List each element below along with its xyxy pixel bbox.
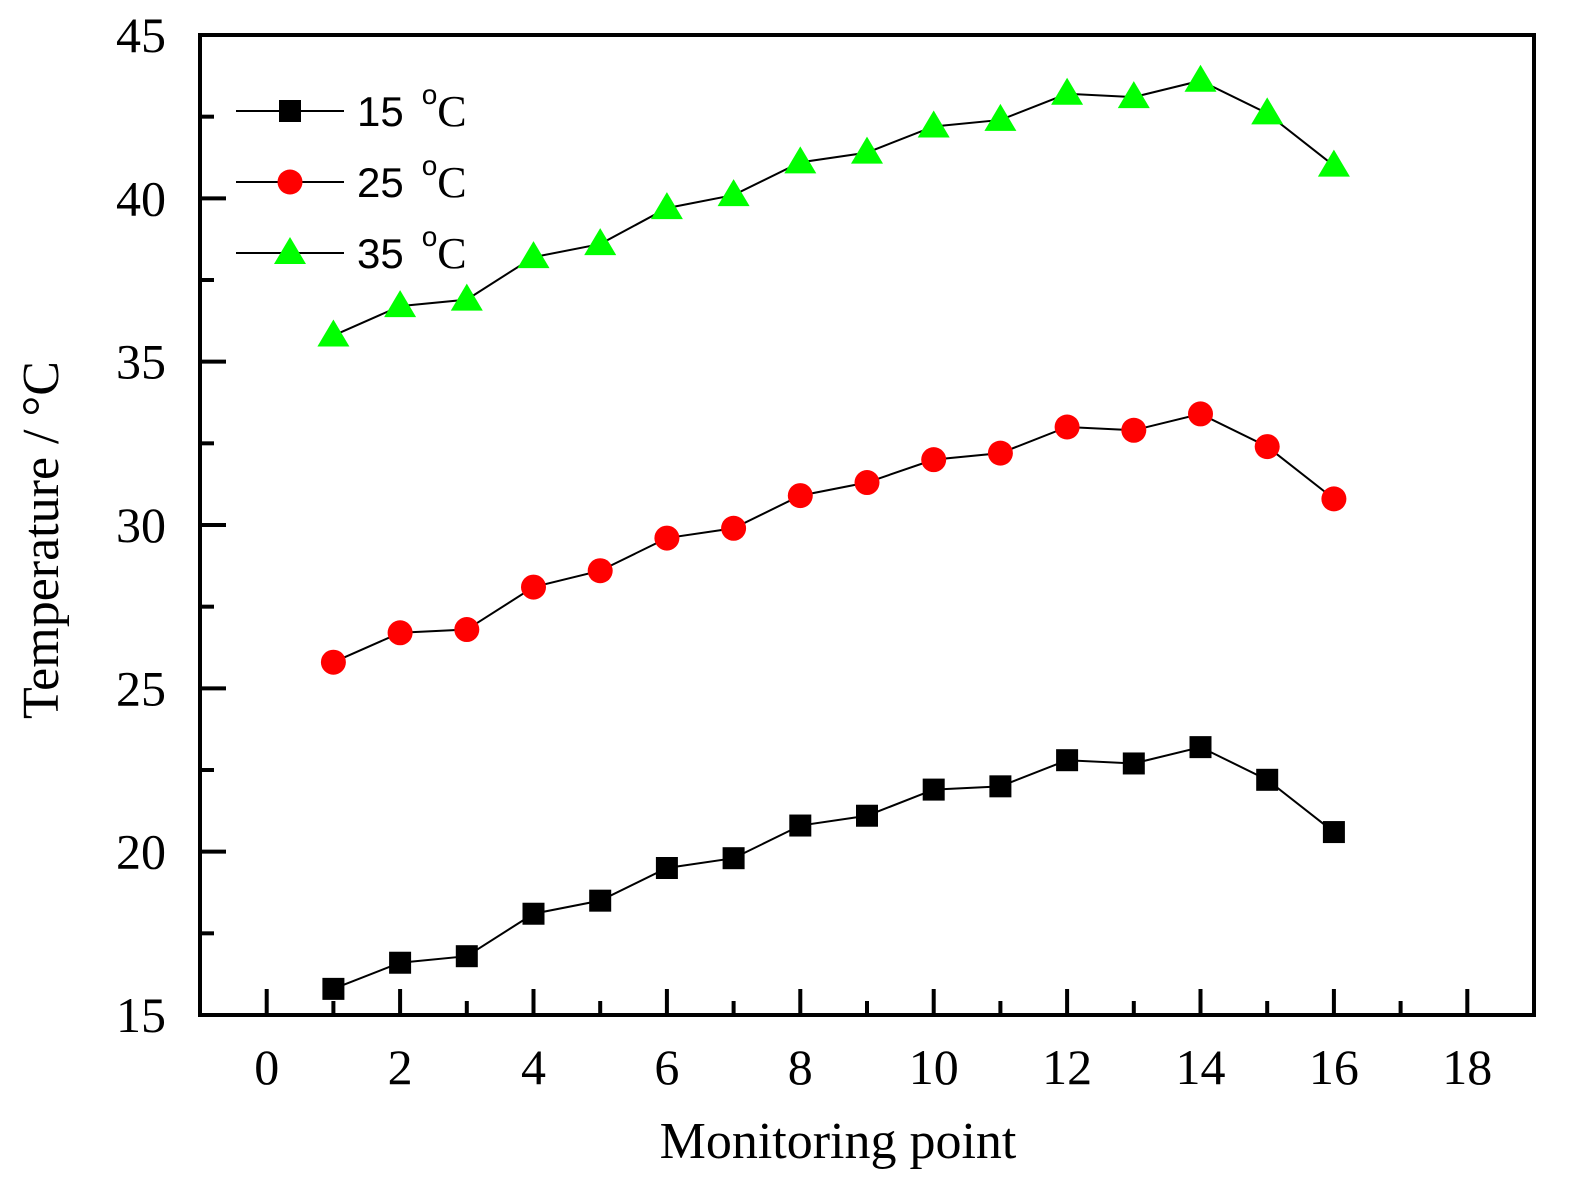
y-tick-label: 30 [116,497,166,553]
data-point [789,814,812,837]
legend-item: 35 oC [236,221,467,278]
data-point [917,110,950,138]
data-point [784,146,817,174]
data-point [1322,821,1345,844]
x-tick-label: 16 [1309,1039,1359,1095]
legend-marker [277,169,303,195]
series-line [332,412,1335,664]
y-tick-label: 40 [116,170,166,226]
legend-unit: C [437,158,466,207]
series-line [333,746,1335,990]
data-point [1184,64,1217,92]
data-point [454,617,480,643]
legend-value: 25 [357,159,404,206]
tick-labels: 0 2 4 6 8 10 12 14 16 18 15 20 25 30 35 40 45 [116,7,1492,1095]
data-point [650,192,683,220]
data-point [856,804,878,827]
x-tick-label: 2 [388,1039,413,1095]
x-tick-label: 6 [654,1039,679,1095]
data-point [587,558,613,584]
legend-degree: o [422,221,438,252]
data-point [455,945,478,968]
x-tick-label: 18 [1442,1039,1492,1095]
data-point [989,775,1012,798]
data-point [387,620,413,646]
data-point [1051,77,1084,105]
x-tick-label: 8 [788,1039,813,1095]
data-point [384,290,417,318]
data-point [517,241,550,269]
legend-marker [279,100,301,122]
series-line [332,79,1335,337]
legend-item: 15 oC [236,79,467,136]
legend-label: 15 oC [357,79,467,136]
x-tick-label: 14 [1176,1039,1226,1095]
data-point [851,136,883,164]
legend-value: 15 [357,88,404,135]
data-point [984,103,1017,131]
data-point [654,525,680,551]
legend-item: 25 oC [236,150,467,207]
data-point [1188,401,1213,427]
data-point [1121,417,1147,443]
data-point [922,778,945,801]
legend-marker [274,237,306,264]
y-tick-label: 35 [116,334,166,390]
y-tick-label: 15 [116,987,166,1043]
legend-label: 35 oC [357,221,467,278]
data-point [450,283,483,311]
data-point [1117,81,1150,109]
legend-degree: o [422,150,438,181]
data-point [521,574,546,600]
data-point [317,319,350,347]
data-point [721,515,747,541]
series-25 [320,401,1347,675]
data-point [389,951,412,974]
data-point [717,179,750,207]
data-point [1056,749,1079,772]
series-layer [317,64,1350,1000]
legend-unit: C [437,87,466,136]
data-point [1254,434,1280,460]
y-tick-label: 25 [116,660,166,716]
y-tick-label: 20 [116,824,166,880]
plot-frame [198,33,1536,1017]
data-point [1251,97,1284,125]
data-point [722,847,745,870]
data-point [854,470,880,496]
x-tick-label: 10 [909,1039,959,1095]
data-point [584,228,617,256]
data-point [522,902,545,925]
x-axis-label: Monitoring point [660,1113,1017,1170]
data-point [1054,414,1080,440]
data-point [322,977,345,1000]
legend-degree: o [422,79,438,110]
data-point [1321,486,1347,512]
series-35 [317,64,1350,347]
x-tick-label: 4 [521,1039,546,1095]
data-point [589,889,612,912]
data-point [1317,149,1350,177]
data-point [1256,768,1279,791]
x-tick-label: 0 [254,1039,279,1095]
data-point [1189,736,1212,759]
series-15 [322,736,1345,1000]
data-point [320,649,346,675]
y-axis-label: Temperature / °C [13,361,70,719]
data-point [655,857,678,879]
data-point [787,483,813,509]
y-tick-label: 45 [116,7,166,63]
x-tick-label: 12 [1042,1039,1092,1095]
legend-value: 35 [357,230,404,277]
legend-unit: C [437,229,466,278]
legend-label: 25 oC [357,150,467,207]
data-point [987,440,1013,466]
data-point [921,447,947,473]
data-point [1122,752,1145,775]
